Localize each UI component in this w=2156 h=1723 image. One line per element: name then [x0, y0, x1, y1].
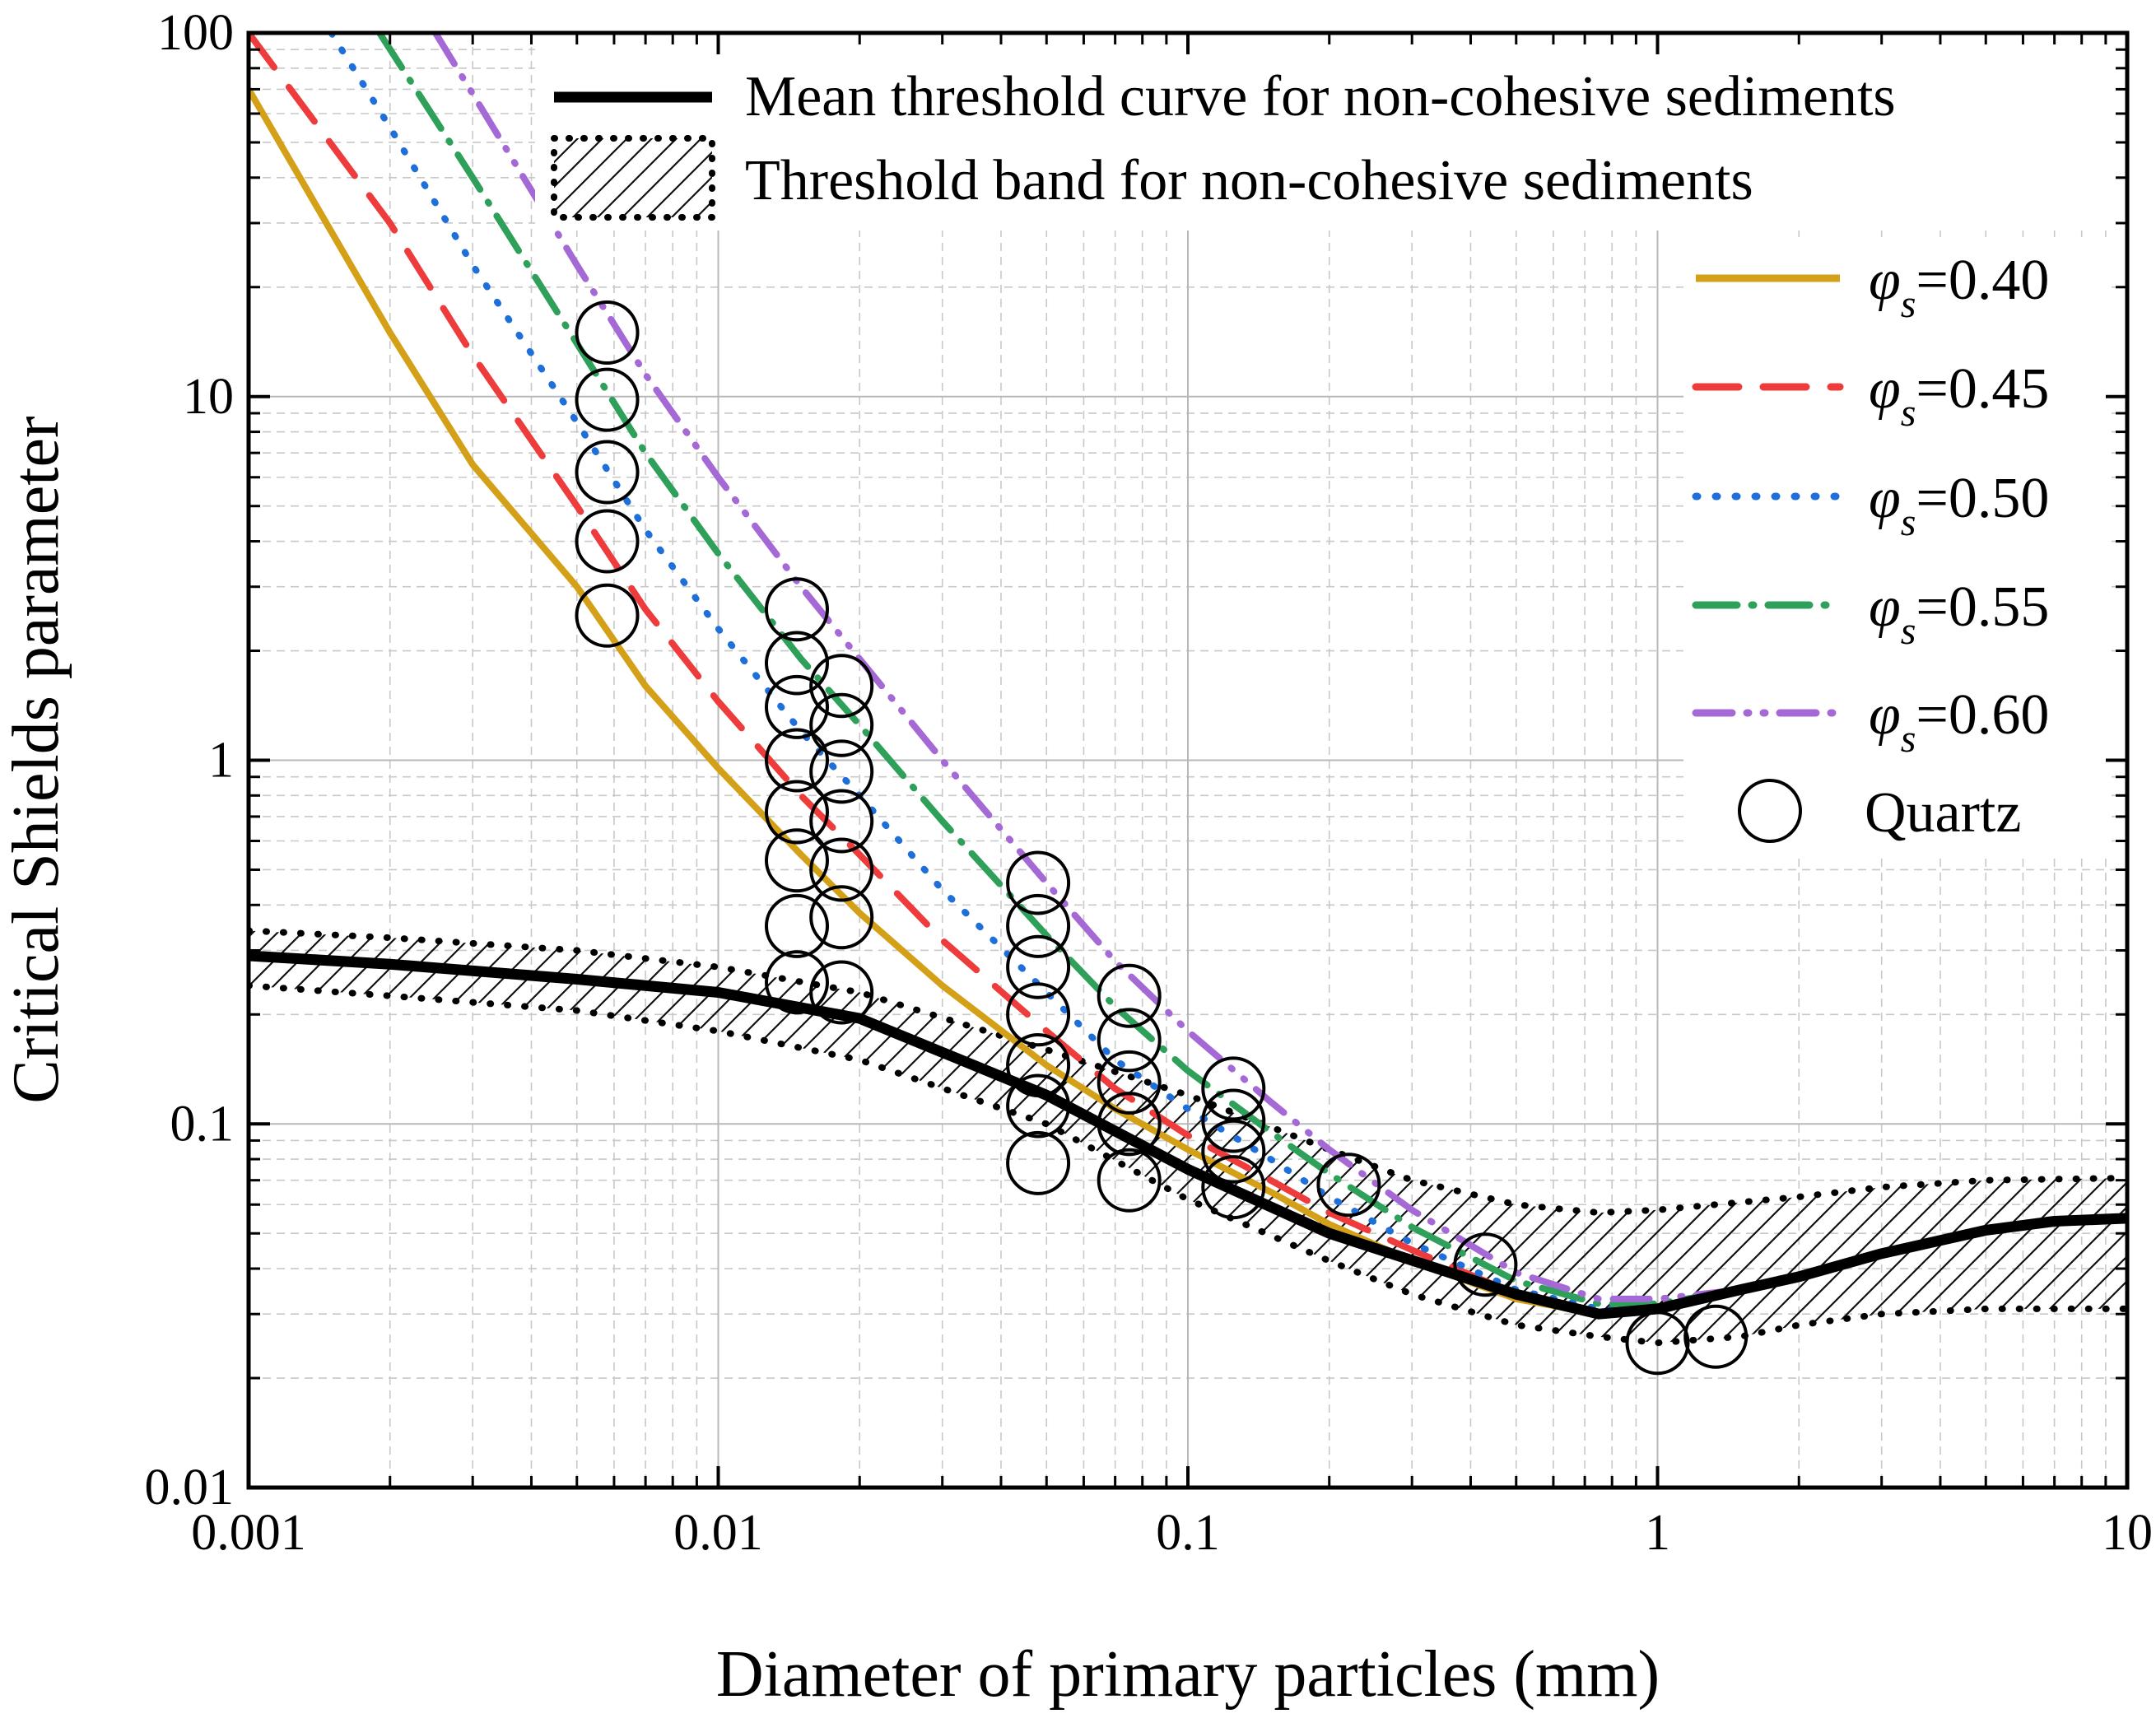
x-tick-label: 0.1 [1156, 1505, 1220, 1561]
quartz-point [765, 828, 829, 893]
quartz-point [765, 728, 829, 793]
quartz-point [809, 837, 874, 902]
quartz-point [1201, 1088, 1266, 1153]
quartz-point [1201, 1155, 1266, 1220]
quartz-point [809, 692, 874, 757]
threshold-band-upper [249, 927, 2127, 1217]
quartz-markers [575, 300, 1749, 1376]
legend-label-phi050: φs=0.50 [1869, 467, 2049, 544]
legend-label-mean-curve: Mean threshold curve for non-cohesive se… [745, 65, 1896, 128]
quartz-point [575, 583, 640, 648]
legend-label-phi045: φs=0.45 [1869, 357, 2049, 435]
y-tick-label: 0.01 [145, 1460, 235, 1516]
quartz-point [1006, 1073, 1071, 1139]
quartz-point [809, 654, 874, 719]
legend-label-phi060: φs=0.60 [1869, 683, 2049, 761]
quartz-point [1006, 934, 1071, 999]
x-tick-label: 10 [2102, 1505, 2153, 1561]
y-tick-label: 10 [183, 369, 234, 425]
threshold-band-lower [249, 982, 2127, 1347]
quartz-point [575, 509, 640, 574]
y-tick-label: 100 [157, 5, 234, 61]
quartz-point [765, 780, 829, 845]
quartz-point [1006, 982, 1071, 1047]
quartz-point [1453, 1232, 1518, 1297]
quartz-point [1006, 1130, 1071, 1195]
quartz-point [809, 960, 874, 1025]
legend-right-background [1683, 240, 2112, 854]
legend-label-phi040: φs=0.40 [1869, 249, 2049, 326]
quartz-point [1625, 1311, 1690, 1376]
quartz-point [809, 885, 874, 950]
y-axis-title: Critical Shields parameter [0, 416, 72, 1103]
quartz-point [1006, 850, 1071, 915]
quartz-point [809, 789, 874, 854]
quartz-point [575, 440, 640, 505]
x-tick-label: 1 [1645, 1505, 1670, 1561]
x-tick-label: 0.01 [673, 1505, 763, 1561]
x-tick-label: 0.001 [191, 1505, 306, 1561]
legend-label-quartz: Quartz [1865, 781, 2021, 845]
quartz-point [765, 577, 829, 642]
legend-swatch-quartz [1738, 779, 1802, 843]
quartz-point [1097, 1092, 1162, 1157]
legend: Mean threshold curve for non-cohesive se… [551, 65, 2049, 845]
quartz-point [1201, 1119, 1266, 1184]
legend-label-phi055: φs=0.55 [1869, 575, 2049, 653]
legend-swatch-band [554, 138, 712, 217]
mean-curve-line [249, 950, 2127, 1320]
quartz-point [1316, 1153, 1381, 1218]
y-tick-label: 0.1 [170, 1096, 235, 1152]
legend-label-band: Threshold band for non-cohesive sediment… [745, 149, 1753, 212]
quartz-point [1097, 1148, 1162, 1213]
quartz-point [575, 367, 640, 432]
mean-threshold-curve [249, 950, 2127, 1320]
quartz-point [765, 631, 829, 696]
quartz-point [765, 674, 829, 739]
quartz-point [765, 950, 829, 1015]
x-axis-title: Diameter of primary particles (mm) [716, 1638, 1660, 1711]
y-tick-label: 1 [208, 733, 234, 789]
quartz-point [1006, 1033, 1071, 1097]
quartz-point [575, 300, 640, 365]
quartz-point [809, 739, 874, 804]
legend-top-background [535, 45, 2116, 231]
quartz-point [1201, 1056, 1266, 1121]
quartz-point [1097, 963, 1162, 1028]
quartz-point [765, 893, 829, 958]
quartz-point [1097, 1050, 1162, 1115]
quartz-point [1006, 893, 1071, 958]
quartz-point [1097, 1008, 1162, 1073]
quartz-point [1683, 1304, 1749, 1369]
